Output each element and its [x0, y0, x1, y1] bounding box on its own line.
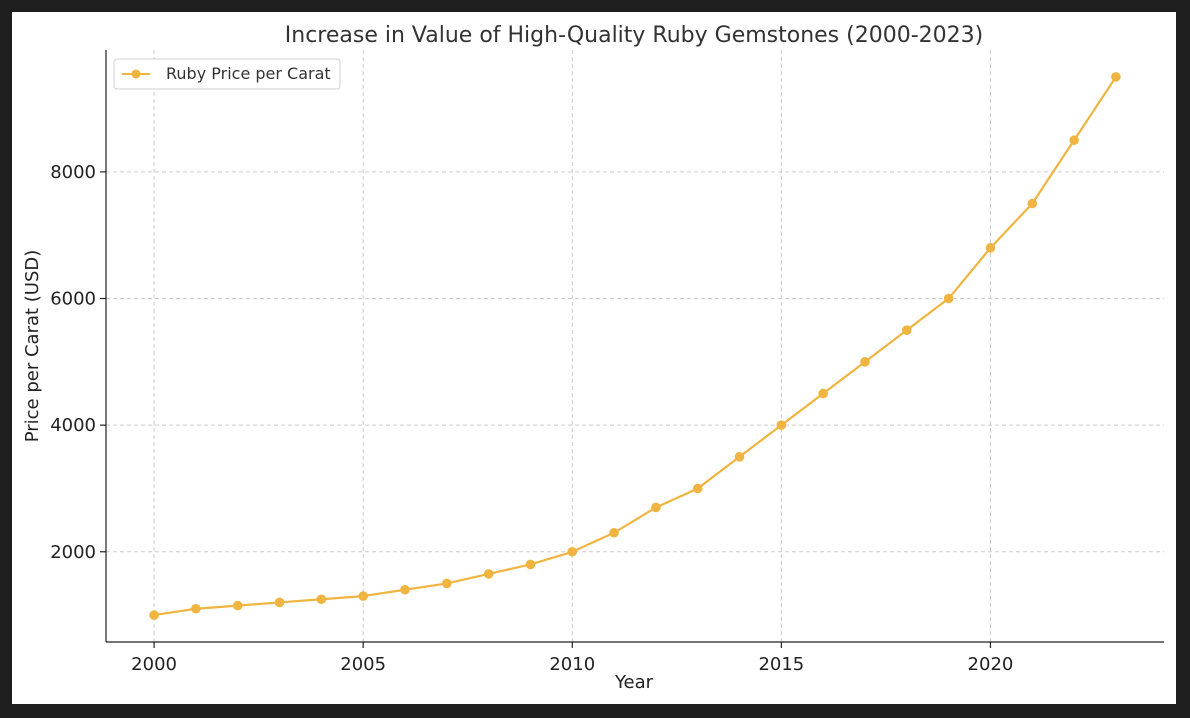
x-tick-label-2010: 2010: [549, 654, 595, 675]
axes: [105, 50, 1164, 643]
data-point-2015: [776, 420, 787, 430]
y-tick-label-4000: 4000: [50, 415, 96, 436]
data-point-2008: [483, 569, 494, 579]
data-point-2013: [692, 483, 703, 494]
legend-box: [113, 58, 341, 90]
data-point-2018: [902, 325, 912, 335]
y-tick-label-2000: 2000: [50, 542, 96, 563]
data-point-2004: [316, 594, 327, 605]
y-tick-label-8000: 8000: [50, 162, 96, 183]
data-point-2023: [1111, 72, 1121, 82]
data-point-2005: [358, 591, 368, 601]
y-tick-label-6000: 6000: [50, 289, 96, 310]
x-tick-label-2015: 2015: [758, 654, 804, 675]
y-axis-label: Price per Carat (USD): [22, 250, 43, 443]
series-layer: [149, 72, 1121, 620]
legend-marker-swatch: [131, 69, 141, 79]
legend: Ruby Price per Carat: [113, 58, 341, 90]
data-point-2009: [525, 559, 536, 570]
data-point-2022: [1069, 135, 1079, 146]
grid-lines: [106, 50, 1164, 642]
data-point-2012: [651, 502, 661, 513]
chart-frame: Increase in Value of High-Quality Ruby G…: [12, 12, 1176, 704]
data-point-2010: [567, 546, 578, 557]
data-point-2006: [400, 584, 410, 595]
x-tick-label-2020: 2020: [968, 654, 1014, 675]
data-point-2007: [442, 578, 452, 589]
data-point-2019: [943, 293, 954, 304]
data-point-2011: [609, 527, 619, 538]
data-point-2002: [232, 600, 243, 611]
x-tick-label-2000: 2000: [131, 654, 177, 675]
data-point-2000: [149, 610, 159, 620]
data-point-2001: [191, 603, 201, 614]
series-line-0: [153, 76, 1117, 617]
line-chart: Increase in Value of High-Quality Ruby G…: [22, 23, 1164, 693]
chart-title: Increase in Value of High-Quality Ruby G…: [285, 23, 983, 48]
data-point-2016: [818, 388, 828, 399]
tick-labels: 2000 2005 2010 2015 2020 2000 4000 6000 8000: [50, 162, 1013, 675]
data-point-2003: [274, 597, 285, 608]
data-point-2014: [734, 452, 745, 462]
legend-entry-ruby-price: Ruby Price per Carat: [166, 64, 331, 83]
data-point-2017: [860, 357, 870, 367]
x-axis-label: Year: [614, 672, 654, 693]
data-point-2021: [1027, 198, 1038, 209]
x-tick-label-2005: 2005: [340, 654, 386, 675]
data-point-2020: [985, 243, 996, 253]
